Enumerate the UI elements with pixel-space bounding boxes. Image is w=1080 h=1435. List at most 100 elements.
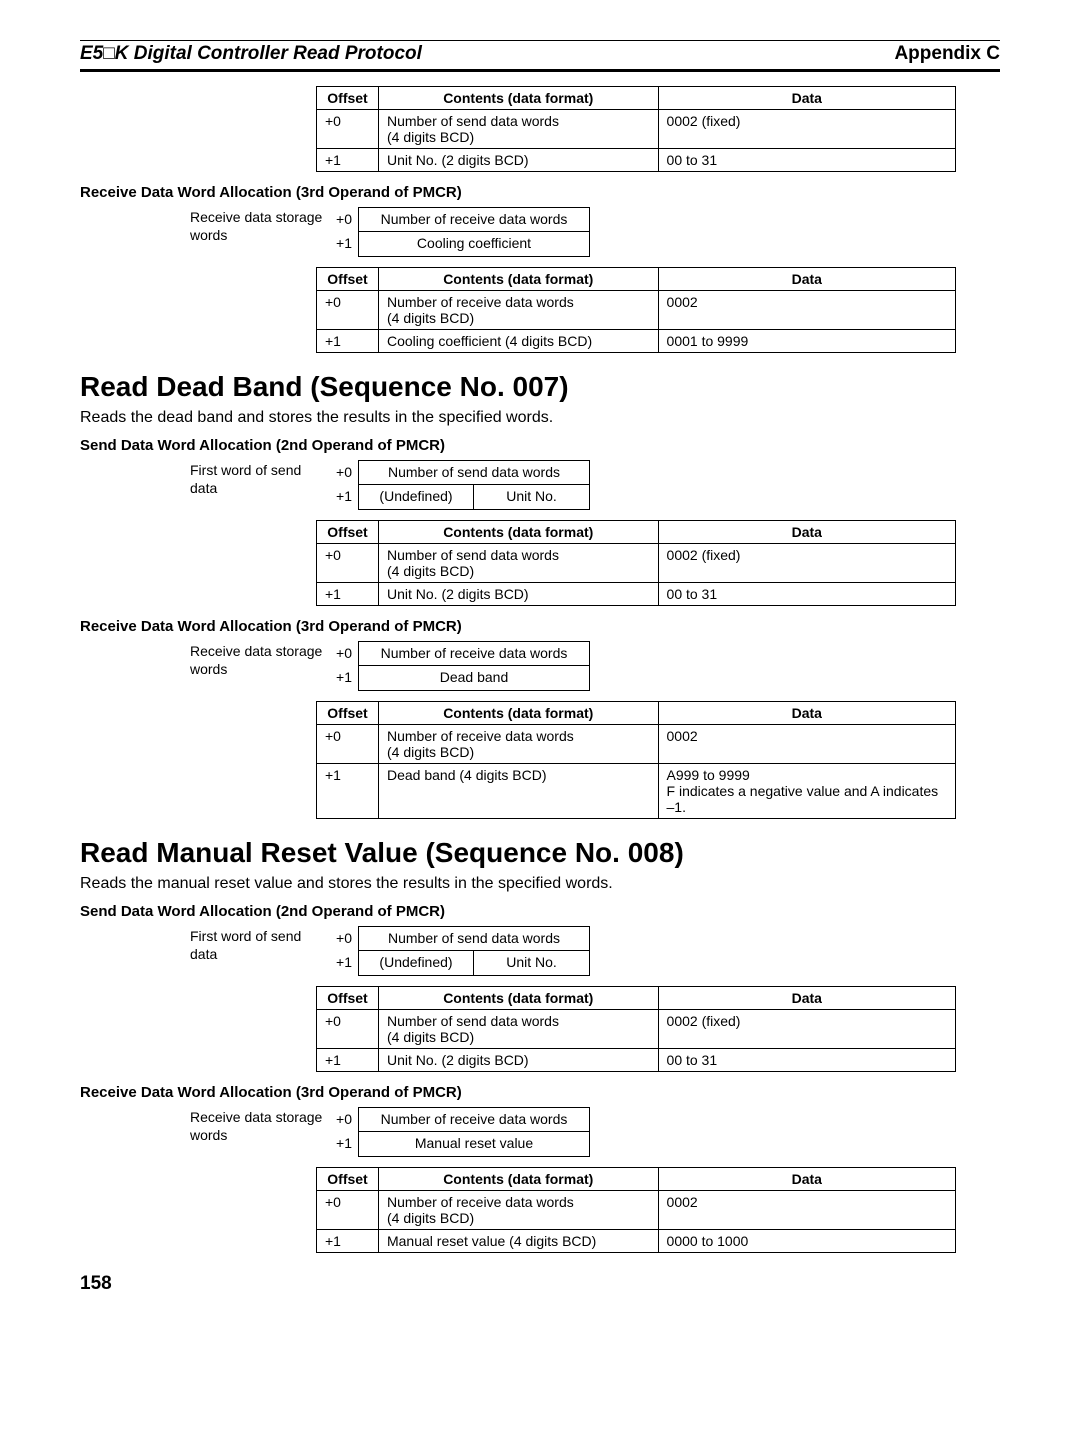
sec007-recv-heading: Receive Data Word Allocation (3rd Operan… <box>80 618 1000 635</box>
offset: +0 <box>330 1107 352 1131</box>
cell: Unit No. (2 digits BCD) <box>378 149 658 172</box>
header-right: Appendix C <box>894 43 1000 65</box>
section-007-title: Read Dead Band (Sequence No. 007) <box>80 371 1000 403</box>
diagram-offsets: +0 +1 <box>330 1107 358 1155</box>
header-left-prefix: E5 <box>80 43 103 64</box>
table-row: +1 Dead band (4 digits BCD) A999 to 9999… <box>317 764 956 819</box>
sec007-recv-table: Offset Contents (data format) Data +0 Nu… <box>316 701 956 819</box>
cell: 0002 <box>658 725 955 764</box>
cell: Unit No. (2 digits BCD) <box>378 1049 658 1072</box>
diagram-boxes: Number of receive data words Manual rese… <box>358 1107 590 1157</box>
top-recv-table: Offset Contents (data format) Data +0 Nu… <box>316 267 956 353</box>
header-left-suffix: K Digital Controller Read Protocol <box>115 43 422 64</box>
th-data: Data <box>658 1168 955 1191</box>
table-row: +0 Number of receive data words(4 digits… <box>317 725 956 764</box>
cell: +0 <box>317 110 379 149</box>
diagram-label: First word of send data <box>190 926 330 963</box>
section-008-title: Read Manual Reset Value (Sequence No. 00… <box>80 837 1000 869</box>
th-data: Data <box>658 702 955 725</box>
offset: +0 <box>330 641 352 665</box>
page-number: 158 <box>80 1273 1000 1295</box>
header-box-glyph: □ <box>103 43 114 64</box>
table-row: +0 Number of send data words(4 digits BC… <box>317 110 956 149</box>
diagram-boxes: Number of receive data words Dead band <box>358 641 590 691</box>
cell: Number of receive data words(4 digits BC… <box>378 725 658 764</box>
table-row: +0 Number of send data words(4 digits BC… <box>317 1010 956 1049</box>
diagram-label: First word of send data <box>190 460 330 497</box>
offset: +0 <box>330 207 352 231</box>
diagram-cell: (Undefined) <box>359 951 474 975</box>
cell: Unit No. (2 digits BCD) <box>378 583 658 606</box>
sec008-send-heading: Send Data Word Allocation (2nd Operand o… <box>80 903 1000 920</box>
cell: 00 to 31 <box>658 149 955 172</box>
cell: +0 <box>317 1010 379 1049</box>
cell: A999 to 9999F indicates a negative value… <box>658 764 955 819</box>
cell: Cooling coefficient (4 digits BCD) <box>378 330 658 353</box>
table-row: +0 Number of receive data words(4 digits… <box>317 1191 956 1230</box>
th-data: Data <box>658 268 955 291</box>
th-contents: Contents (data format) <box>378 702 658 725</box>
table-row: +0 Number of receive data words(4 digits… <box>317 291 956 330</box>
diagram-offsets: +0 +1 <box>330 207 358 255</box>
diagram-row: Dead band <box>359 666 589 690</box>
cell: +1 <box>317 330 379 353</box>
cell: 00 to 31 <box>658 1049 955 1072</box>
cell: +1 <box>317 149 379 172</box>
sec007-send-diagram: First word of send data +0 +1 Number of … <box>190 460 1000 510</box>
cell: Number of receive data words(4 digits BC… <box>378 1191 658 1230</box>
cell: +1 <box>317 1049 379 1072</box>
diagram-row: (Undefined) Unit No. <box>359 951 589 975</box>
table-row: +1 Unit No. (2 digits BCD) 00 to 31 <box>317 583 956 606</box>
th-offset: Offset <box>317 521 379 544</box>
th-offset: Offset <box>317 702 379 725</box>
section-008-desc: Reads the manual reset value and stores … <box>80 875 1000 893</box>
diagram-row: Manual reset value <box>359 1132 589 1156</box>
top-recv-heading: Receive Data Word Allocation (3rd Operan… <box>80 184 1000 201</box>
cell: 0002 <box>658 1191 955 1230</box>
diagram-boxes: Number of send data words (Undefined) Un… <box>358 926 590 976</box>
table-row: +1 Manual reset value (4 digits BCD) 000… <box>317 1230 956 1253</box>
top-recv-diagram: Receive data storage words +0 +1 Number … <box>190 207 1000 257</box>
cell: Number of send data words(4 digits BCD) <box>378 544 658 583</box>
th-contents: Contents (data format) <box>378 1168 658 1191</box>
cell: +1 <box>317 583 379 606</box>
th-data: Data <box>658 87 955 110</box>
diagram-cell: Unit No. <box>474 951 589 975</box>
diagram-row: Cooling coefficient <box>359 232 589 256</box>
sec008-recv-table: Offset Contents (data format) Data +0 Nu… <box>316 1167 956 1253</box>
diagram-boxes: Number of send data words (Undefined) Un… <box>358 460 590 510</box>
cell: Number of send data words(4 digits BCD) <box>378 1010 658 1049</box>
offset: +1 <box>330 1131 352 1155</box>
diagram-label: Receive data storage words <box>190 1107 330 1144</box>
cell: +1 <box>317 1230 379 1253</box>
diagram-cell: Number of receive data words <box>359 642 589 665</box>
sec008-recv-diagram: Receive data storage words +0 +1 Number … <box>190 1107 1000 1157</box>
offset: +1 <box>330 484 352 508</box>
diagram-cell: Number of send data words <box>359 927 589 950</box>
offset: +1 <box>330 231 352 255</box>
cell: 0002 (fixed) <box>658 110 955 149</box>
th-contents: Contents (data format) <box>378 268 658 291</box>
sec008-send-diagram: First word of send data +0 +1 Number of … <box>190 926 1000 976</box>
diagram-row: Number of receive data words <box>359 208 589 232</box>
th-offset: Offset <box>317 1168 379 1191</box>
th-contents: Contents (data format) <box>378 521 658 544</box>
cell: 0001 to 9999 <box>658 330 955 353</box>
diagram-offsets: +0 +1 <box>330 926 358 974</box>
cell: +0 <box>317 725 379 764</box>
offset: +1 <box>330 665 352 689</box>
diagram-cell: Number of receive data words <box>359 208 589 231</box>
cell: +1 <box>317 764 379 819</box>
diagram-label: Receive data storage words <box>190 641 330 678</box>
diagram-cell: Unit No. <box>474 485 589 509</box>
cell: Dead band (4 digits BCD) <box>378 764 658 819</box>
th-contents: Contents (data format) <box>378 87 658 110</box>
diagram-cell: Number of send data words <box>359 461 589 484</box>
table-row: +1 Cooling coefficient (4 digits BCD) 00… <box>317 330 956 353</box>
th-data: Data <box>658 987 955 1010</box>
diagram-cell: Dead band <box>359 666 589 690</box>
cell: 0002 (fixed) <box>658 1010 955 1049</box>
header-left: E5□K Digital Controller Read Protocol <box>80 43 422 65</box>
diagram-row: (Undefined) Unit No. <box>359 485 589 509</box>
cell: Number of receive data words(4 digits BC… <box>378 291 658 330</box>
